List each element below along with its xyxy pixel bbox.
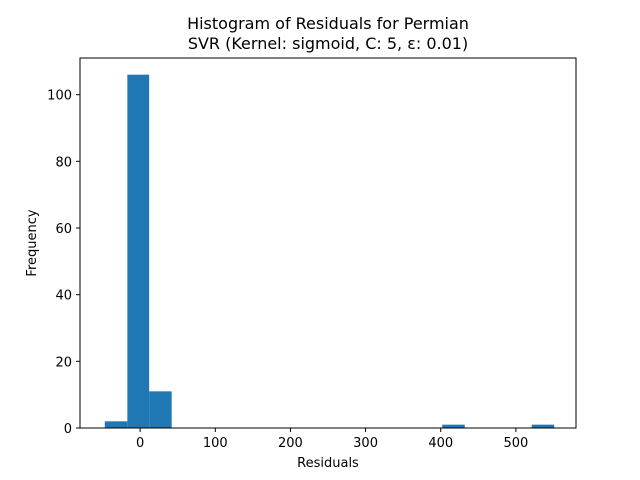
x-axis-ticks: 0 100 200 300 400 500 [136, 428, 528, 451]
x-tick-label: 500 [503, 436, 528, 451]
histogram-bar-4 [531, 424, 555, 428]
chart-title: Histogram of Residuals for Permian [187, 14, 469, 33]
bars-group [104, 74, 555, 429]
x-tick-label: 200 [278, 436, 303, 451]
y-tick-label: 0 [64, 422, 72, 437]
x-tick-label: 0 [136, 436, 144, 451]
y-tick-label: 100 [47, 89, 72, 104]
x-axis-label: Residuals [297, 456, 359, 471]
y-tick-label: 80 [55, 155, 72, 170]
histogram-bar-2 [149, 391, 172, 428]
histogram-bar-1 [127, 74, 150, 429]
x-tick-label: 100 [203, 436, 228, 451]
histogram-bar-0 [104, 421, 128, 428]
y-tick-label: 40 [55, 289, 72, 304]
histogram-bar-3 [442, 424, 465, 428]
y-tick-label: 60 [55, 222, 72, 237]
y-axis-label: Frequency [25, 209, 40, 276]
y-tick-label: 20 [55, 355, 72, 370]
x-tick-label: 300 [353, 436, 378, 451]
y-axis-ticks: 0 20 40 60 80 100 [47, 89, 80, 437]
plot-frame [79, 57, 577, 429]
chart-subtitle: SVR (Kernel: sigmoid, C: 5, ε: 0.01) [188, 34, 468, 53]
x-tick-label: 400 [428, 436, 453, 451]
